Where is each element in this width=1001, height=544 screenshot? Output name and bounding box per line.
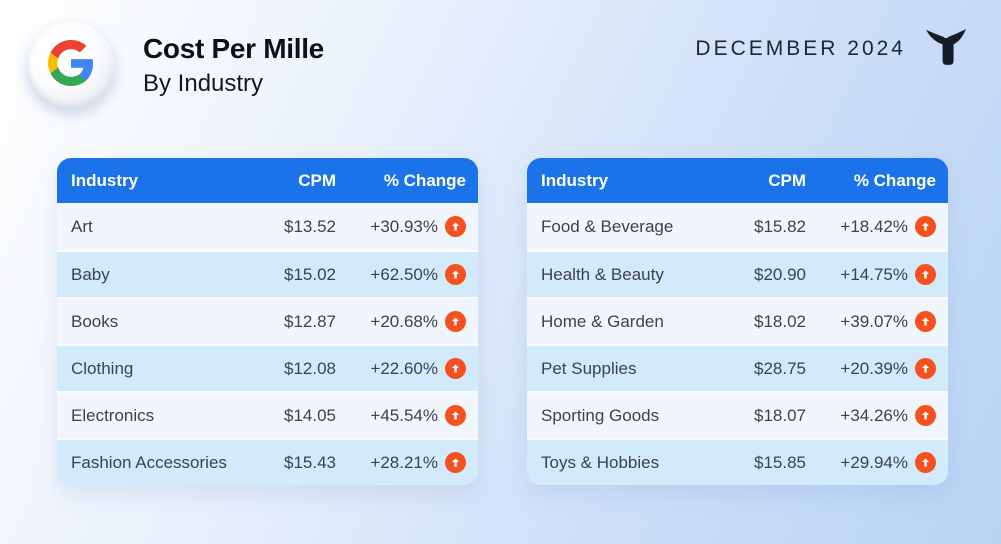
- table-body: Food & Beverage $15.82 +18.42% Health & …: [527, 203, 948, 485]
- change-cell: +20.39%: [806, 358, 936, 379]
- industry-cell: Home & Garden: [541, 311, 664, 331]
- tables-container: Industry CPM % Change Art $13.52 +30.93%…: [57, 158, 948, 485]
- table-row: Toys & Hobbies $15.85 +29.94%: [527, 438, 948, 485]
- cpm-cell: $14.05: [284, 405, 336, 425]
- cpm-cell: $18.02: [754, 311, 806, 331]
- table-row: Home & Garden $18.02 +39.07%: [527, 297, 948, 344]
- table-row: Clothing $12.08 +22.60%: [57, 344, 478, 391]
- up-arrow-icon: [445, 452, 466, 473]
- cpm-cell: $18.07: [754, 405, 806, 425]
- cpm-cell: $15.43: [284, 452, 336, 472]
- change-value: +28.21%: [370, 452, 438, 472]
- industry-cell: Health & Beauty: [541, 264, 664, 284]
- col-header-change: % Change: [853, 170, 936, 190]
- change-value: +34.26%: [840, 405, 908, 425]
- cpm-cell: $12.87: [284, 311, 336, 331]
- change-value: +30.93%: [370, 216, 438, 236]
- header-right: DECEMBER 2024: [695, 0, 968, 98]
- up-arrow-icon: [445, 216, 466, 237]
- up-arrow-icon: [915, 216, 936, 237]
- date-label: DECEMBER 2024: [695, 37, 906, 60]
- change-cell: +20.68%: [336, 311, 466, 332]
- page-title: Cost Per Mille: [143, 33, 324, 64]
- industry-cell: Art: [71, 216, 93, 236]
- col-header-cpm: CPM: [298, 170, 336, 190]
- change-cell: +29.94%: [806, 452, 936, 473]
- table-row: Books $12.87 +20.68%: [57, 297, 478, 344]
- cpm-table-right: Industry CPM % Change Food & Beverage $1…: [527, 158, 948, 485]
- up-arrow-icon: [915, 405, 936, 426]
- up-arrow-icon: [915, 358, 936, 379]
- table-header-row: Industry CPM % Change: [527, 158, 948, 203]
- cpm-table-left: Industry CPM % Change Art $13.52 +30.93%…: [57, 158, 478, 485]
- table-row: Food & Beverage $15.82 +18.42%: [527, 203, 948, 250]
- change-value: +20.68%: [370, 311, 438, 331]
- col-header-cpm: CPM: [768, 170, 806, 190]
- change-value: +20.39%: [840, 358, 908, 378]
- change-value: +14.75%: [840, 264, 908, 284]
- up-arrow-icon: [445, 358, 466, 379]
- table-row: Health & Beauty $20.90 +14.75%: [527, 250, 948, 297]
- cpm-cell: $12.08: [284, 358, 336, 378]
- col-header-change: % Change: [383, 170, 466, 190]
- industry-cell: Baby: [71, 264, 110, 284]
- industry-cell: Sporting Goods: [541, 405, 660, 425]
- cpm-cell: $15.85: [754, 452, 806, 472]
- table-row: Pet Supplies $28.75 +20.39%: [527, 344, 948, 391]
- cpm-cell: $28.75: [754, 358, 806, 378]
- table-header-row: Industry CPM % Change: [57, 158, 478, 203]
- table-row: Baby $15.02 +62.50%: [57, 250, 478, 297]
- cpm-cell: $13.52: [284, 216, 336, 236]
- page-subtitle: By Industry: [143, 70, 264, 98]
- up-arrow-icon: [915, 264, 936, 285]
- up-arrow-icon: [445, 311, 466, 332]
- table-row: Fashion Accessories $15.43 +28.21%: [57, 438, 478, 485]
- industry-cell: Books: [71, 311, 119, 331]
- up-arrow-icon: [915, 311, 936, 332]
- industry-cell: Fashion Accessories: [71, 452, 227, 472]
- cpm-cell: $20.90: [754, 264, 806, 284]
- col-header-industry: Industry: [71, 170, 139, 190]
- industry-cell: Pet Supplies: [541, 358, 637, 378]
- change-cell: +30.93%: [336, 216, 466, 237]
- table-row: Art $13.52 +30.93%: [57, 203, 478, 250]
- industry-cell: Clothing: [71, 358, 134, 378]
- change-value: +22.60%: [370, 358, 438, 378]
- google-logo-badge: [28, 22, 114, 108]
- industry-cell: Electronics: [71, 405, 155, 425]
- change-value: +29.94%: [840, 452, 908, 472]
- change-value: +45.54%: [370, 405, 438, 425]
- cpm-cell: $15.02: [284, 264, 336, 284]
- change-cell: +14.75%: [806, 264, 936, 285]
- change-cell: +28.21%: [336, 452, 466, 473]
- change-value: +62.50%: [370, 264, 438, 284]
- change-cell: +18.42%: [806, 216, 936, 237]
- page-title-block: Cost Per Mille By Industry: [143, 33, 324, 98]
- up-arrow-icon: [915, 452, 936, 473]
- industry-cell: Food & Beverage: [541, 216, 674, 236]
- up-arrow-icon: [445, 405, 466, 426]
- table-row: Electronics $14.05 +45.54%: [57, 391, 478, 438]
- change-cell: +22.60%: [336, 358, 466, 379]
- cpm-cell: $15.82: [754, 216, 806, 236]
- change-value: +39.07%: [840, 311, 908, 331]
- change-cell: +62.50%: [336, 264, 466, 285]
- whale-tail-logo-icon: [924, 27, 968, 72]
- col-header-industry: Industry: [541, 170, 609, 190]
- change-cell: +45.54%: [336, 405, 466, 426]
- change-value: +18.42%: [840, 216, 908, 236]
- industry-cell: Toys & Hobbies: [541, 452, 660, 472]
- table-row: Sporting Goods $18.07 +34.26%: [527, 391, 948, 438]
- change-cell: +39.07%: [806, 311, 936, 332]
- google-g-icon: [48, 39, 94, 91]
- change-cell: +34.26%: [806, 405, 936, 426]
- table-body: Art $13.52 +30.93% Baby $15.02 +62.50% B…: [57, 203, 478, 485]
- up-arrow-icon: [445, 264, 466, 285]
